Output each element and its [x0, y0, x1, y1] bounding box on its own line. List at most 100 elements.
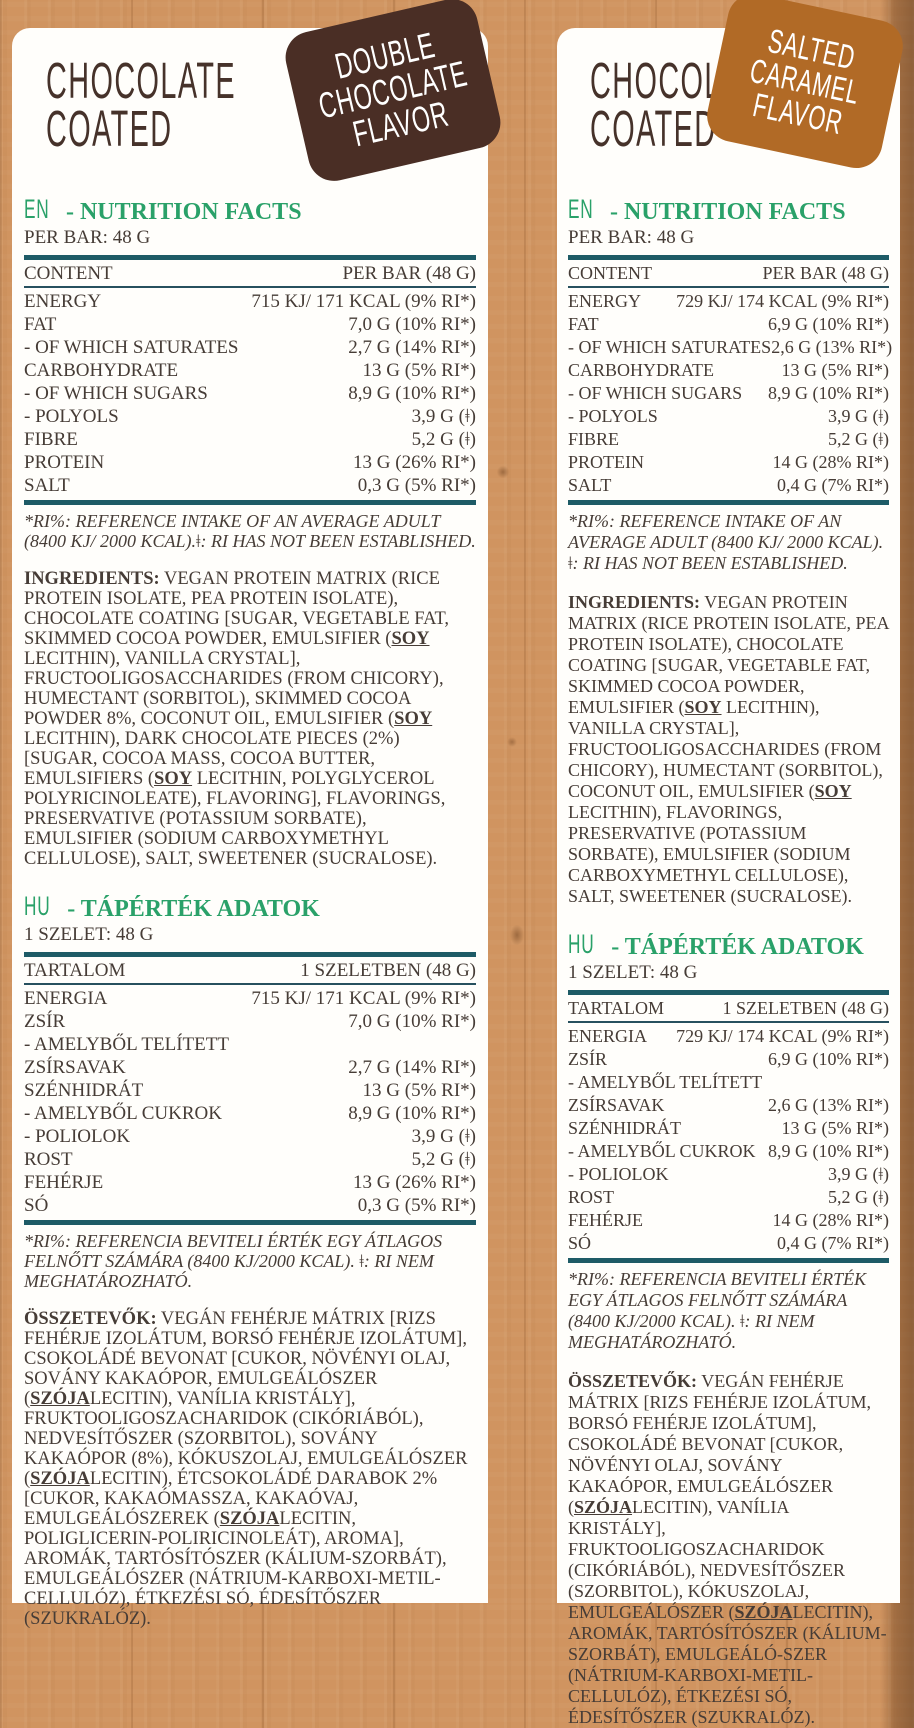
row-value: 7,0 G (10% RI*)	[348, 314, 476, 335]
table-row: - POLIOLOK 3,9 G (ǂ)	[24, 1125, 476, 1148]
row-label: FAT	[24, 314, 57, 335]
label-card-salted-caramel: CHOCOLATE COATED EN - NUTRITION FACTS PE…	[557, 28, 900, 1727]
row-label: ENERGIA	[24, 988, 108, 1009]
table-row: SZÉNHIDRÁT 13 G (5% RI*)	[568, 1117, 889, 1140]
hu-nutrition-table: ENERGIA 715 KJ/ 171 KCAL (9% RI*) ZSÍR 7,0 …	[24, 985, 476, 1220]
row-label: SÓ	[24, 1195, 49, 1216]
row-label: - POLYOLS	[568, 406, 658, 426]
table-row: - POLYOLS 3,9 G (ǂ)	[24, 405, 476, 428]
table-row: SÓ 0,3 G (5% RI*)	[24, 1194, 476, 1217]
en-ingredients: INGREDIENTS: VEGAN PROTEIN MATRIX (RICE …	[568, 592, 889, 907]
row-label: ENERGY	[568, 291, 641, 311]
row-value: 13 G (26% RI*)	[353, 452, 476, 473]
en-nutrition-heading-text: - NUTRITION FACTS	[65, 199, 302, 225]
row-label: ROST	[24, 1149, 73, 1170]
table-row: SÓ 0,4 G (7% RI*)	[568, 1232, 889, 1255]
divider	[568, 990, 889, 995]
row-label: - OF WHICH SATURATES	[568, 337, 772, 357]
en-ingredients-label: INGREDIENTS:	[568, 592, 701, 612]
row-value: 8,9 G (10% RI*)	[348, 383, 476, 404]
en-ingredients-text: VEGAN PROTEIN MATRIX (RICE PROTEIN ISOLA…	[568, 592, 889, 906]
hu-ingredients-label: ÖSSZETEVŐK:	[568, 1371, 698, 1391]
row-value: 8,9 G (10% RI*)	[768, 383, 889, 403]
row-label: FAT	[568, 314, 599, 334]
divider	[24, 983, 476, 985]
product-title: CHOCOLATE COATED	[46, 53, 476, 172]
row-value: 0,4 G (7% RI*)	[777, 475, 889, 495]
table-row: SZÉNHIDRÁT 13 G (5% RI*)	[24, 1079, 476, 1102]
row-value: 13 G (5% RI*)	[781, 1118, 889, 1138]
row-value: 5,2 G (ǂ)	[828, 1187, 889, 1207]
row-value: 13 G (26% RI*)	[353, 1172, 476, 1193]
allergen-emphasis: SZÓJA	[30, 1389, 90, 1409]
row-value: 715 KJ/ 171 KCAL (9% RI*)	[251, 988, 476, 1009]
divider	[24, 1220, 476, 1225]
product-title-line2: COATED	[590, 101, 717, 158]
table-row: ZSÍRSAVAK 2,6 G (13% RI*)	[568, 1094, 889, 1117]
row-label: FEHÉRJE	[24, 1172, 104, 1193]
table-row: FEHÉRJE 14 G (28% RI*)	[568, 1209, 889, 1232]
hu-ri-note: *RI%: REFERENCIA BEVITELI ÉRTÉK EGY ÁTLA…	[568, 1269, 867, 1352]
table-row: ROST 5,2 G (ǂ)	[24, 1148, 476, 1171]
row-label: - AMELYBŐL TELÍTETT	[24, 1034, 229, 1055]
divider	[568, 500, 889, 505]
allergen-emphasis: SOY	[814, 781, 852, 801]
table-row: - OF WHICH SATURATES 2,7 G (14% RI*)	[24, 336, 476, 359]
allergen-emphasis: SZÓJA	[734, 1602, 793, 1622]
row-label: - POLIOLOK	[568, 1164, 669, 1184]
row-label: ZSÍR	[24, 1011, 66, 1032]
table-row: ZSÍR 7,0 G (10% RI*)	[24, 1010, 476, 1033]
table-row: ENERGIA 715 KJ/ 171 KCAL (9% RI*)	[24, 987, 476, 1010]
table-row: ENERGIA 729 KJ/ 174 KCAL (9% RI*)	[568, 1025, 889, 1048]
en-table-header: CONTENT PER BAR (48 G)	[24, 260, 476, 286]
product-title-line1: CHOCOLATE	[46, 53, 237, 110]
hu-nutrition-heading-text: - TÁPÉRTÉK ADATOK	[67, 896, 320, 922]
row-label: SZÉNHIDRÁT	[568, 1118, 681, 1138]
hu-table-header-amount: 1 SZELETBEN (48 G)	[300, 960, 476, 981]
row-value: 3,9 G (ǂ)	[411, 1126, 476, 1147]
divider	[24, 952, 476, 957]
table-row: - POLYOLS 3,9 G (ǂ)	[568, 405, 889, 428]
hu-table-header-content: TARTALOM	[568, 998, 665, 1018]
row-label: FIBRE	[568, 429, 620, 449]
hu-ingredients-label: ÖSSZETEVŐK:	[24, 1309, 157, 1329]
label-card-double-chocolate: CHOCOLATE COATED EN - NUTRITION FACTS PE…	[12, 28, 488, 1629]
allergen-emphasis: SOY	[394, 709, 433, 729]
hu-table-header-amount: 1 SZELETBEN (48 G)	[722, 998, 889, 1018]
table-row: FIBRE 5,2 G (ǂ)	[24, 428, 476, 451]
row-value: 13 G (5% RI*)	[781, 360, 889, 380]
row-label: ROST	[568, 1187, 615, 1207]
row-label: - AMELYBŐL CUKROK	[24, 1103, 222, 1124]
row-value: 5,2 G (ǂ)	[828, 429, 889, 449]
hu-ri-note: *RI%: REFERENCIA BEVITELI ÉRTÉK EGY ÁTLA…	[24, 1231, 443, 1291]
row-value: 2,6 G (13% RI*)	[771, 337, 893, 357]
row-label: - OF WHICH SUGARS	[24, 383, 208, 404]
lang-tag-hu: HU	[568, 928, 595, 959]
row-value: 14 G (28% RI*)	[772, 1210, 889, 1230]
table-row: - AMELYBŐL CUKROK 8,9 G (10% RI*)	[24, 1102, 476, 1125]
lang-tag-hu: HU	[24, 890, 51, 921]
row-value: 13 G (5% RI*)	[362, 360, 476, 381]
hu-nutrition-heading-text: - TÁPÉRTÉK ADATOK	[611, 934, 864, 960]
row-value: 5,2 G (ǂ)	[411, 1149, 476, 1170]
en-serving-size: PER BAR: 48 G	[24, 227, 151, 248]
allergen-emphasis: SOY	[391, 629, 430, 649]
row-value: 729 KJ/ 174 KCAL (9% RI*)	[676, 1026, 889, 1046]
allergen-emphasis: SOY	[154, 769, 193, 789]
en-nutrition-heading: EN - NUTRITION FACTS	[24, 193, 476, 225]
hu-ingredients-text: VEGÁN FEHÉRJE MÁTRIX [RIZS FEHÉRJE IZOLÁ…	[568, 1371, 887, 1727]
table-row: ZSÍRSAVAK 2,7 G (14% RI*)	[24, 1056, 476, 1079]
row-label: - POLIOLOK	[24, 1126, 131, 1147]
row-value: 13 G (5% RI*)	[362, 1080, 476, 1101]
row-label: SALT	[24, 475, 70, 496]
en-ingredients-text: VEGAN PROTEIN MATRIX (RICE PROTEIN ISOLA…	[24, 569, 450, 869]
row-value: 0,3 G (5% RI*)	[357, 475, 476, 496]
hu-table-header: TARTALOM 1 SZELETBEN (48 G)	[24, 957, 476, 983]
table-row: - POLIOLOK 3,9 G (ǂ)	[568, 1163, 889, 1186]
hu-serving-size: 1 SZELET: 48 G	[568, 962, 698, 983]
hu-ingredients-text: VEGÁN FEHÉRJE MÁTRIX [RIZS FEHÉRJE IZOLÁ…	[24, 1309, 468, 1629]
en-table-header-content: CONTENT	[568, 263, 652, 283]
row-value: 8,9 G (10% RI*)	[768, 1141, 889, 1161]
lang-tag-en: EN	[24, 193, 50, 224]
